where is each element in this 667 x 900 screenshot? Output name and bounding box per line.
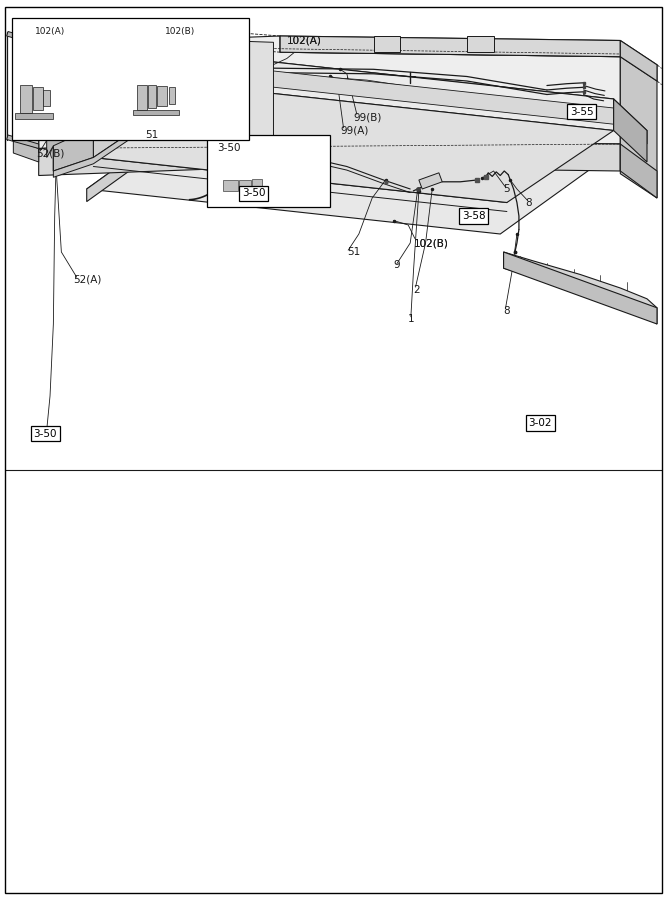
Polygon shape: [200, 63, 614, 124]
Polygon shape: [13, 36, 39, 148]
Text: 102(B): 102(B): [165, 27, 195, 36]
Polygon shape: [47, 124, 87, 158]
Polygon shape: [133, 110, 179, 115]
Polygon shape: [620, 144, 657, 198]
Bar: [207, 135, 330, 207]
Polygon shape: [200, 54, 233, 94]
Polygon shape: [280, 36, 657, 81]
Text: 51: 51: [145, 130, 159, 140]
Text: 9: 9: [394, 260, 400, 271]
Polygon shape: [53, 130, 93, 171]
Polygon shape: [13, 36, 39, 54]
Bar: [223, 180, 238, 191]
Text: 102(B): 102(B): [414, 238, 448, 248]
Polygon shape: [59, 84, 67, 95]
Text: 51: 51: [347, 247, 360, 257]
Polygon shape: [620, 40, 657, 81]
Polygon shape: [48, 83, 90, 120]
Text: 52(B): 52(B): [37, 148, 65, 158]
Text: 8: 8: [526, 197, 532, 208]
Text: 52(A): 52(A): [73, 274, 102, 284]
Text: 8: 8: [504, 305, 510, 316]
Polygon shape: [200, 54, 614, 130]
Polygon shape: [280, 36, 620, 57]
Bar: [148, 86, 156, 108]
Text: 102(A): 102(A): [287, 35, 321, 46]
Polygon shape: [220, 142, 273, 155]
Bar: [43, 90, 50, 106]
Polygon shape: [374, 36, 400, 52]
Polygon shape: [39, 36, 620, 148]
Polygon shape: [504, 252, 657, 324]
Polygon shape: [39, 140, 620, 176]
Bar: [33, 87, 43, 110]
Text: 3-02: 3-02: [528, 418, 552, 428]
Polygon shape: [69, 84, 76, 95]
Polygon shape: [614, 99, 647, 162]
Text: 99(B): 99(B): [354, 112, 382, 122]
Text: 102(A): 102(A): [287, 35, 321, 46]
Polygon shape: [15, 112, 53, 119]
Polygon shape: [47, 45, 200, 144]
Polygon shape: [419, 173, 442, 189]
Text: 2: 2: [414, 284, 420, 295]
Bar: [20, 86, 32, 112]
Polygon shape: [78, 84, 85, 95]
Bar: [157, 86, 167, 106]
Polygon shape: [87, 117, 187, 202]
Polygon shape: [87, 117, 600, 234]
Text: 3-50: 3-50: [33, 428, 57, 439]
Bar: [12, 18, 249, 140]
Text: 102(B): 102(B): [414, 238, 448, 248]
Text: 5: 5: [504, 184, 510, 194]
Polygon shape: [13, 140, 39, 158]
Polygon shape: [13, 140, 39, 162]
Bar: [137, 85, 147, 110]
Polygon shape: [93, 86, 614, 202]
Bar: [169, 87, 175, 104]
Text: 102(A): 102(A): [35, 27, 65, 36]
Text: 99(A): 99(A): [340, 125, 369, 136]
Polygon shape: [200, 54, 647, 130]
Polygon shape: [504, 252, 657, 324]
Polygon shape: [50, 84, 57, 95]
Polygon shape: [220, 40, 273, 144]
Text: 3-50: 3-50: [241, 188, 265, 199]
Polygon shape: [620, 57, 657, 198]
Bar: [239, 180, 251, 189]
Text: 3-55: 3-55: [570, 106, 594, 117]
Text: 3-58: 3-58: [462, 211, 486, 221]
Polygon shape: [7, 32, 39, 45]
Bar: [252, 179, 262, 187]
Polygon shape: [614, 99, 647, 144]
Polygon shape: [53, 54, 200, 171]
Polygon shape: [53, 86, 200, 177]
Polygon shape: [7, 135, 39, 148]
Text: 3-50: 3-50: [217, 142, 240, 153]
Text: 1: 1: [408, 314, 415, 325]
Polygon shape: [467, 36, 494, 52]
